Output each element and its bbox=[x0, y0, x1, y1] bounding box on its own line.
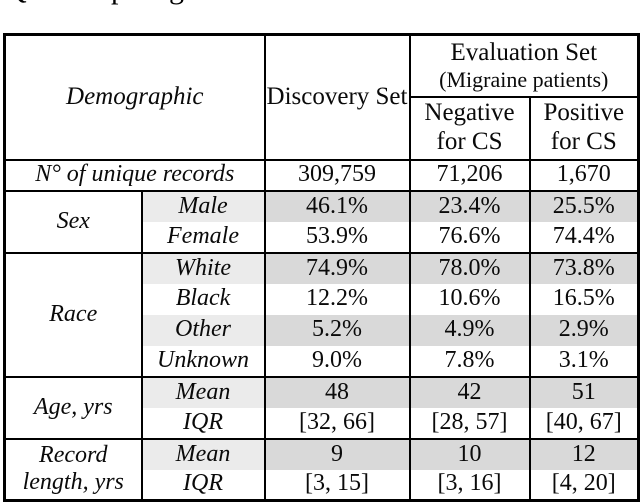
demographics-table: Demographic Discovery Set Evaluation Set… bbox=[3, 33, 640, 502]
evaluation-set-subtitle: (Migraine patients) bbox=[439, 67, 609, 93]
cell-other-positive: 2.9% bbox=[528, 314, 639, 346]
cell-other-discovery: 5.2% bbox=[263, 314, 410, 346]
cell-unknown-negative: 7.8% bbox=[408, 345, 530, 377]
cell-age-mean-discovery: 48 bbox=[263, 375, 410, 408]
row-label-other: Other bbox=[140, 314, 265, 346]
cell-unique-records-discovery: 309,759 bbox=[263, 158, 410, 191]
cell-record-iqr-positive: [4, 20] bbox=[528, 469, 639, 501]
cropped-caption-line: Q p g bbox=[0, 0, 640, 8]
header-discovery-set: Discovery Set bbox=[263, 34, 410, 160]
cell-white-negative: 78.0% bbox=[408, 251, 530, 284]
cell-white-discovery: 74.9% bbox=[263, 251, 410, 284]
cell-black-negative: 10.6% bbox=[408, 283, 530, 315]
cell-unique-records-negative: 71,206 bbox=[408, 158, 530, 191]
cell-age-iqr-positive: [40, 67] bbox=[528, 407, 639, 439]
row-label-unique-records: N° of unique records bbox=[3, 158, 265, 191]
category-age: Age, yrs bbox=[3, 375, 142, 439]
cell-age-mean-positive: 51 bbox=[528, 375, 639, 408]
row-label-white: White bbox=[140, 251, 265, 284]
cell-male-negative: 23.4% bbox=[408, 189, 530, 222]
cell-white-positive: 73.8% bbox=[528, 251, 639, 284]
cell-female-negative: 76.6% bbox=[408, 221, 530, 253]
cell-black-positive: 16.5% bbox=[528, 283, 639, 315]
caption-glyph-fragment: g bbox=[169, 0, 184, 4]
row-label-record-iqr: IQR bbox=[140, 469, 265, 501]
cell-record-mean-discovery: 9 bbox=[263, 437, 410, 470]
row-label-unknown: Unknown bbox=[140, 345, 265, 377]
cell-male-discovery: 46.1% bbox=[263, 189, 410, 222]
row-label-female: Female bbox=[140, 221, 265, 253]
cell-black-discovery: 12.2% bbox=[263, 283, 410, 315]
cell-unknown-positive: 3.1% bbox=[528, 345, 639, 377]
row-label-record-mean: Mean bbox=[140, 437, 265, 470]
header-positive-for-cs: Positive for CS bbox=[528, 96, 639, 160]
cell-record-iqr-negative: [3, 16] bbox=[408, 469, 530, 501]
row-label-black: Black bbox=[140, 283, 265, 315]
cell-record-mean-negative: 10 bbox=[408, 437, 530, 470]
cell-age-iqr-negative: [28, 57] bbox=[408, 407, 530, 439]
cell-male-positive: 25.5% bbox=[528, 189, 639, 222]
header-demographic: Demographic bbox=[3, 34, 265, 160]
caption-glyph-fragment: Q bbox=[5, 0, 27, 4]
cell-unique-records-positive: 1,670 bbox=[528, 158, 639, 191]
row-label-male: Male bbox=[140, 189, 265, 222]
category-race: Race bbox=[3, 251, 142, 377]
cell-record-iqr-discovery: [3, 15] bbox=[263, 469, 410, 501]
row-label-age-iqr: IQR bbox=[140, 407, 265, 439]
header-negative-for-cs: Negative for CS bbox=[408, 96, 530, 160]
cell-age-iqr-discovery: [32, 66] bbox=[263, 407, 410, 439]
cell-female-discovery: 53.9% bbox=[263, 221, 410, 253]
row-label-age-mean: Mean bbox=[140, 375, 265, 408]
cell-other-negative: 4.9% bbox=[408, 314, 530, 346]
cell-age-mean-negative: 42 bbox=[408, 375, 530, 408]
category-sex: Sex bbox=[3, 189, 142, 253]
caption-glyph-fragment: p bbox=[111, 0, 126, 4]
evaluation-set-title: Evaluation Set bbox=[450, 38, 598, 66]
cell-female-positive: 74.4% bbox=[528, 221, 639, 253]
cell-record-mean-positive: 12 bbox=[528, 437, 639, 470]
category-record-length: Record length, yrs bbox=[3, 437, 142, 501]
header-evaluation-set: Evaluation Set (Migraine patients) bbox=[408, 34, 639, 98]
cell-unknown-discovery: 9.0% bbox=[263, 345, 410, 377]
